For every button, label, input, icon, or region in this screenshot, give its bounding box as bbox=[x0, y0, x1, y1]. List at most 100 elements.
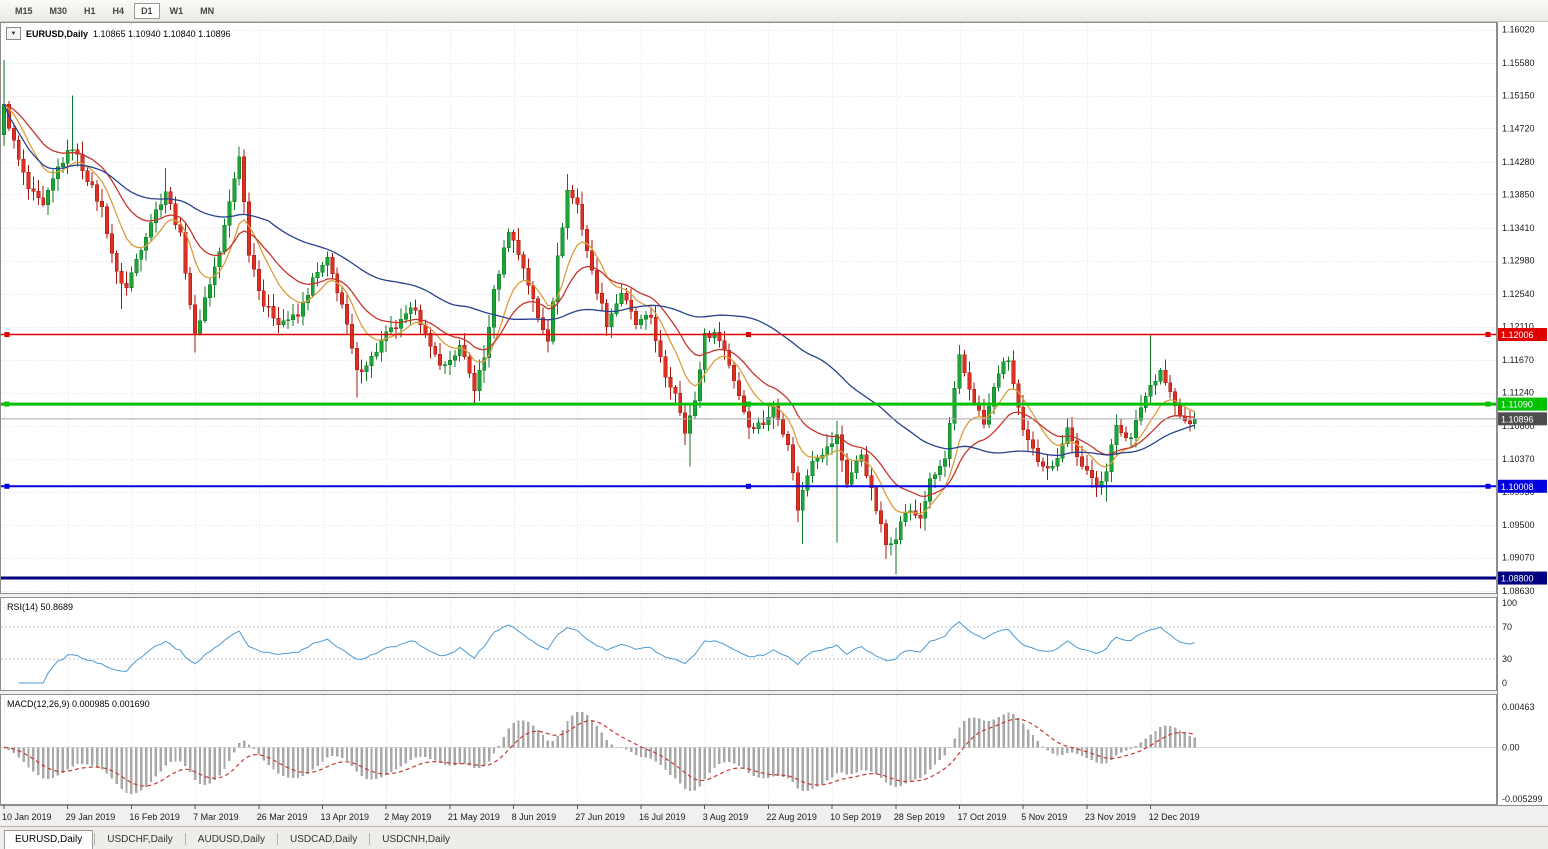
time-scale[interactable]: 10 Jan 2019 29 Jan 2019 16 Feb 2019 7 Mar 2… bbox=[0, 805, 1548, 826]
candle-body bbox=[545, 329, 550, 342]
candle-body bbox=[134, 258, 139, 273]
candle-body bbox=[286, 319, 291, 321]
timeframe-button-m30[interactable]: M30 bbox=[49, 5, 68, 16]
macd-tick-label: 0.00463 bbox=[1502, 702, 1535, 712]
candle-body bbox=[281, 320, 286, 326]
candle-body bbox=[183, 231, 188, 274]
price-scale[interactable]: 1.16020 1.15580 1.15150 1.14720 1.14280 1.138… bbox=[1497, 22, 1548, 805]
candle-body bbox=[888, 543, 893, 546]
candle-body bbox=[144, 237, 149, 251]
candle-body bbox=[354, 347, 359, 370]
candle-body bbox=[85, 170, 90, 182]
rsi-line bbox=[18, 621, 1195, 684]
candle-body bbox=[1153, 381, 1158, 386]
timeframe-button-m15[interactable]: M15 bbox=[15, 5, 33, 16]
resistance-line-red-handle[interactable] bbox=[746, 332, 751, 338]
time-tick-label: 29 Jan 2019 bbox=[66, 812, 116, 822]
candle-body bbox=[222, 224, 227, 252]
candle-body bbox=[1178, 405, 1182, 417]
price-tag-current: 1.10896 bbox=[1501, 414, 1534, 424]
candle-body bbox=[722, 340, 727, 351]
time-tick-label: 10 Sep 2019 bbox=[830, 812, 881, 822]
candle-body bbox=[795, 472, 800, 511]
candle-body bbox=[173, 203, 178, 226]
candle-body bbox=[65, 149, 70, 164]
candle-body bbox=[590, 250, 594, 271]
candle-body bbox=[266, 305, 271, 308]
candle-body bbox=[619, 293, 624, 304]
tab-eurusd-daily[interactable]: EURUSD,Daily bbox=[4, 830, 94, 849]
candle-body bbox=[482, 357, 487, 371]
timeframe-button-h4[interactable]: H4 bbox=[112, 5, 125, 16]
candle-body bbox=[418, 309, 423, 325]
candle-body bbox=[26, 172, 31, 189]
time-tick-label: 10 Jan 2019 bbox=[2, 812, 52, 822]
candle-body bbox=[864, 454, 869, 477]
candle-body bbox=[1026, 429, 1031, 441]
candle-body bbox=[70, 149, 75, 151]
candle-body bbox=[761, 422, 766, 426]
candle-body bbox=[869, 475, 874, 489]
price-tick-label: 1.11240 bbox=[1502, 388, 1534, 398]
candle-body bbox=[158, 204, 163, 211]
support-line-blue-handle[interactable] bbox=[746, 483, 751, 489]
candle-body bbox=[585, 228, 590, 252]
chart-canvas[interactable]: RSI(14) 50.8689 MACD(12,26,9) 0.000985 0.… bbox=[0, 22, 1548, 826]
support-line-blue-handle[interactable] bbox=[4, 483, 10, 489]
resistance-line-red-handle[interactable] bbox=[1485, 332, 1491, 338]
timeframe-button-h1[interactable]: H1 bbox=[84, 5, 96, 16]
candle-body bbox=[104, 206, 109, 235]
tab-audusd-daily[interactable]: AUDUSD,Daily bbox=[197, 834, 266, 845]
candle-body bbox=[967, 372, 972, 390]
candle-body bbox=[928, 478, 933, 502]
time-tick-label: 5 Nov 2019 bbox=[1021, 812, 1067, 822]
tab-usdchf-daily[interactable]: USDCHF,Daily bbox=[107, 834, 173, 845]
candle-body bbox=[531, 285, 536, 300]
candle-body bbox=[942, 458, 947, 467]
candle-body bbox=[918, 515, 923, 519]
candle-body bbox=[1168, 382, 1173, 392]
candle-body bbox=[1035, 448, 1040, 462]
candle-body bbox=[60, 162, 65, 167]
candle-body bbox=[100, 200, 104, 208]
price-tick-label: 1.10370 bbox=[1502, 454, 1535, 464]
candle-body bbox=[673, 387, 678, 394]
support-line-green-handle[interactable] bbox=[4, 401, 10, 407]
candle-body bbox=[1075, 440, 1080, 458]
candle-body bbox=[536, 298, 541, 319]
support-line-blue-handle[interactable] bbox=[1485, 483, 1491, 489]
support-line-green-handle[interactable] bbox=[746, 401, 751, 407]
candle-body bbox=[658, 340, 663, 357]
timeframe-button-mn[interactable]: MN bbox=[200, 5, 215, 16]
candle-body bbox=[624, 293, 629, 301]
candle-body bbox=[1055, 458, 1060, 467]
timeframe-button-w1[interactable]: W1 bbox=[169, 5, 184, 16]
chart-legend: ▼ EURUSD,Daily 1.10865 1.10940 1.10840 1… bbox=[6, 27, 231, 40]
candle-body bbox=[359, 369, 364, 373]
candle-body bbox=[492, 288, 496, 328]
candle-body bbox=[903, 512, 908, 522]
rsi-tick-label: 30 bbox=[1502, 654, 1512, 664]
price-tick-label: 1.08630 bbox=[1502, 586, 1535, 596]
tab-usdcnh-daily[interactable]: USDCNH,Daily bbox=[382, 834, 451, 845]
candle-body bbox=[874, 487, 879, 511]
resistance-line-red-handle[interactable] bbox=[4, 332, 10, 338]
time-tick-label: 16 Jul 2019 bbox=[639, 812, 686, 822]
support-line-green-handle[interactable] bbox=[1485, 401, 1491, 407]
candle-body bbox=[599, 293, 604, 304]
candle-body bbox=[947, 422, 952, 460]
candle-body bbox=[256, 269, 261, 292]
candle-body bbox=[550, 301, 555, 342]
candle-body bbox=[844, 459, 849, 485]
time-tick-label: 21 May 2019 bbox=[448, 812, 500, 822]
chart-dropdown-icon[interactable]: ▼ bbox=[6, 27, 21, 40]
candle-body bbox=[51, 178, 55, 191]
tab-usdcad-daily[interactable]: USDCAD,Daily bbox=[290, 834, 358, 845]
timeframe-button-d1[interactable]: D1 bbox=[134, 2, 160, 19]
candle-body bbox=[251, 254, 256, 270]
time-tick-label: 2 May 2019 bbox=[384, 812, 431, 822]
candle-body bbox=[261, 290, 266, 307]
candle-body bbox=[835, 434, 839, 445]
candle-body bbox=[893, 539, 898, 545]
candle-body bbox=[369, 355, 374, 367]
